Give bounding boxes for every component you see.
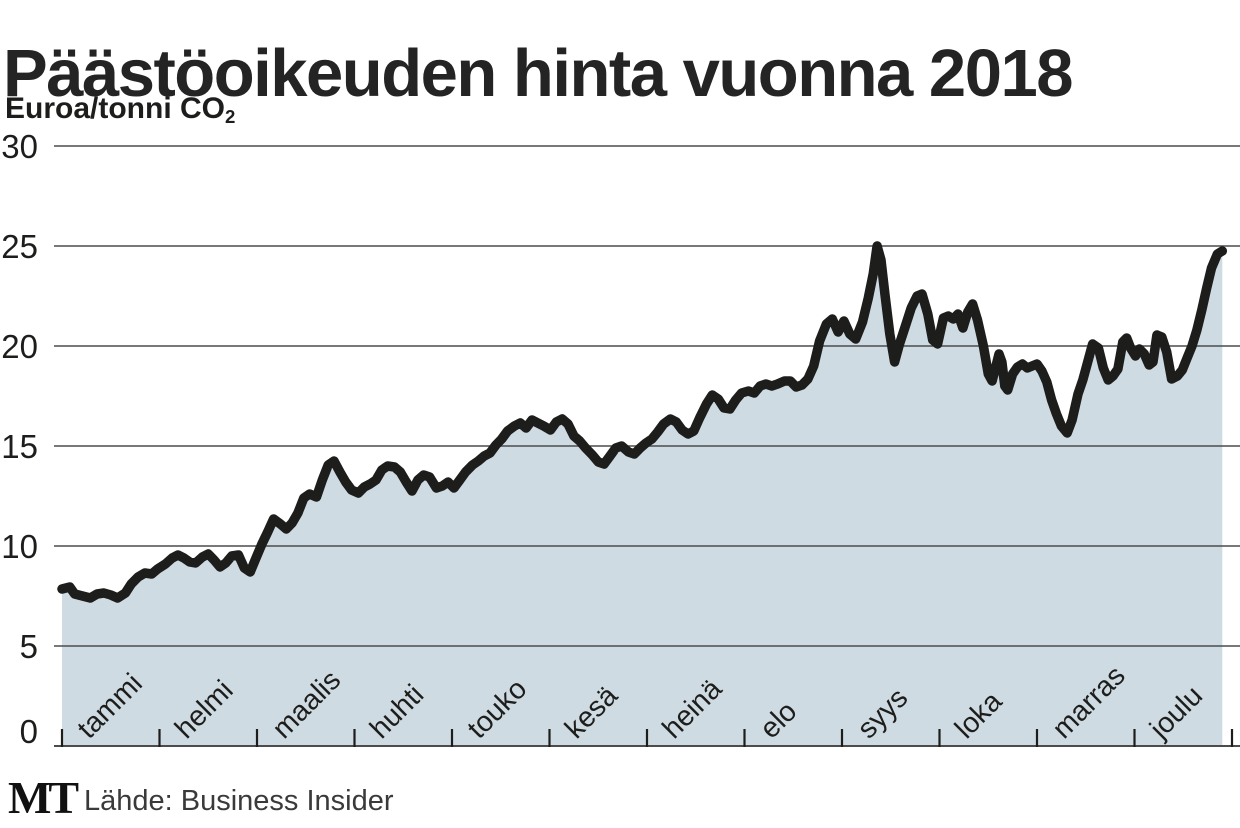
y-axis-label-5: 5	[20, 628, 38, 665]
source-credit: Lähde: Business Insider	[84, 785, 394, 817]
y-axis-label-25: 25	[1, 228, 38, 265]
y-axis-label-0: 0	[20, 713, 38, 750]
y-axis-unit-label: Euroa/tonni CO2	[5, 92, 235, 128]
y-axis-label-20: 20	[1, 328, 38, 365]
y-axis-unit-text: Euroa/tonni CO	[5, 92, 225, 125]
y-axis-label-15: 15	[1, 428, 38, 465]
y-axis-label-10: 10	[1, 528, 38, 565]
mt-logo: MT	[8, 772, 79, 823]
price-line	[57, 241, 1228, 603]
page-title: Päästöoikeuden hinta vuonna 2018	[3, 35, 1073, 111]
price-area	[62, 246, 1223, 746]
y-axis-label-30: 30	[1, 128, 38, 165]
y-axis-unit-subscript: 2	[225, 106, 236, 128]
